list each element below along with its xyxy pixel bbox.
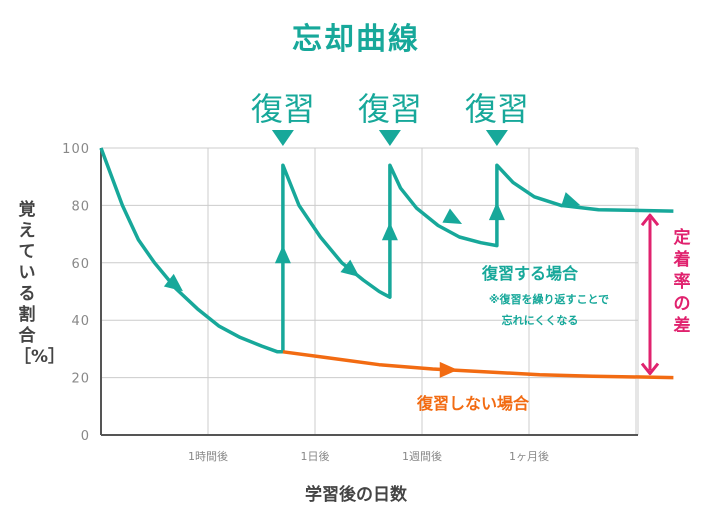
series-no-review-label: 復習しない場合 (416, 394, 530, 413)
x-tick-label: 1週間後 (402, 449, 442, 463)
curve-direction-arrow (163, 273, 183, 292)
review-marker-triangle (378, 130, 401, 146)
series-review-label: 復習する場合 (481, 264, 579, 283)
curve-direction-arrow (442, 208, 463, 224)
review-marker-label: 復習 (465, 90, 529, 128)
y-tick-label: 80 (71, 199, 90, 214)
x-tick-label: 1時間後 (188, 449, 228, 463)
jump-up-arrow (381, 222, 398, 241)
jump-up-arrow (274, 245, 291, 264)
gap-arrow-head-top (640, 213, 660, 227)
jump-up-arrow (488, 202, 505, 221)
y-tick-label: 100 (62, 142, 90, 157)
series-review-note: ※復習を繰り返すことで (489, 292, 609, 306)
review-marker-triangle (485, 130, 508, 146)
y-axis-label: 覚えている割合［%］ (14, 200, 66, 367)
curve-direction-arrow (439, 361, 458, 378)
series-no-review-line (282, 350, 674, 380)
chart-title: 忘却曲線 (292, 22, 420, 57)
x-tick-label: 1日後 (301, 449, 330, 463)
gap-arrow-head-bottom (640, 362, 660, 376)
y-tick-label: 40 (71, 314, 90, 329)
curve-direction-arrow (340, 259, 360, 277)
review-marker-triangle (271, 130, 294, 146)
series-review-note: 忘れにくくなる (502, 313, 579, 327)
review-marker-label: 復習 (251, 90, 315, 128)
curve-direction-arrow (560, 192, 581, 208)
series-review-line (99, 147, 674, 354)
gap-label: 定着率の差 (673, 227, 691, 336)
review-marker-label: 復習 (358, 90, 422, 128)
x-tick-label: 1ヶ月後 (509, 449, 549, 463)
y-tick-label: 0 (81, 429, 90, 444)
x-axis-label: 学習後の日数 (305, 485, 407, 505)
y-tick-label: 60 (71, 257, 90, 272)
y-tick-label: 20 (71, 372, 90, 387)
